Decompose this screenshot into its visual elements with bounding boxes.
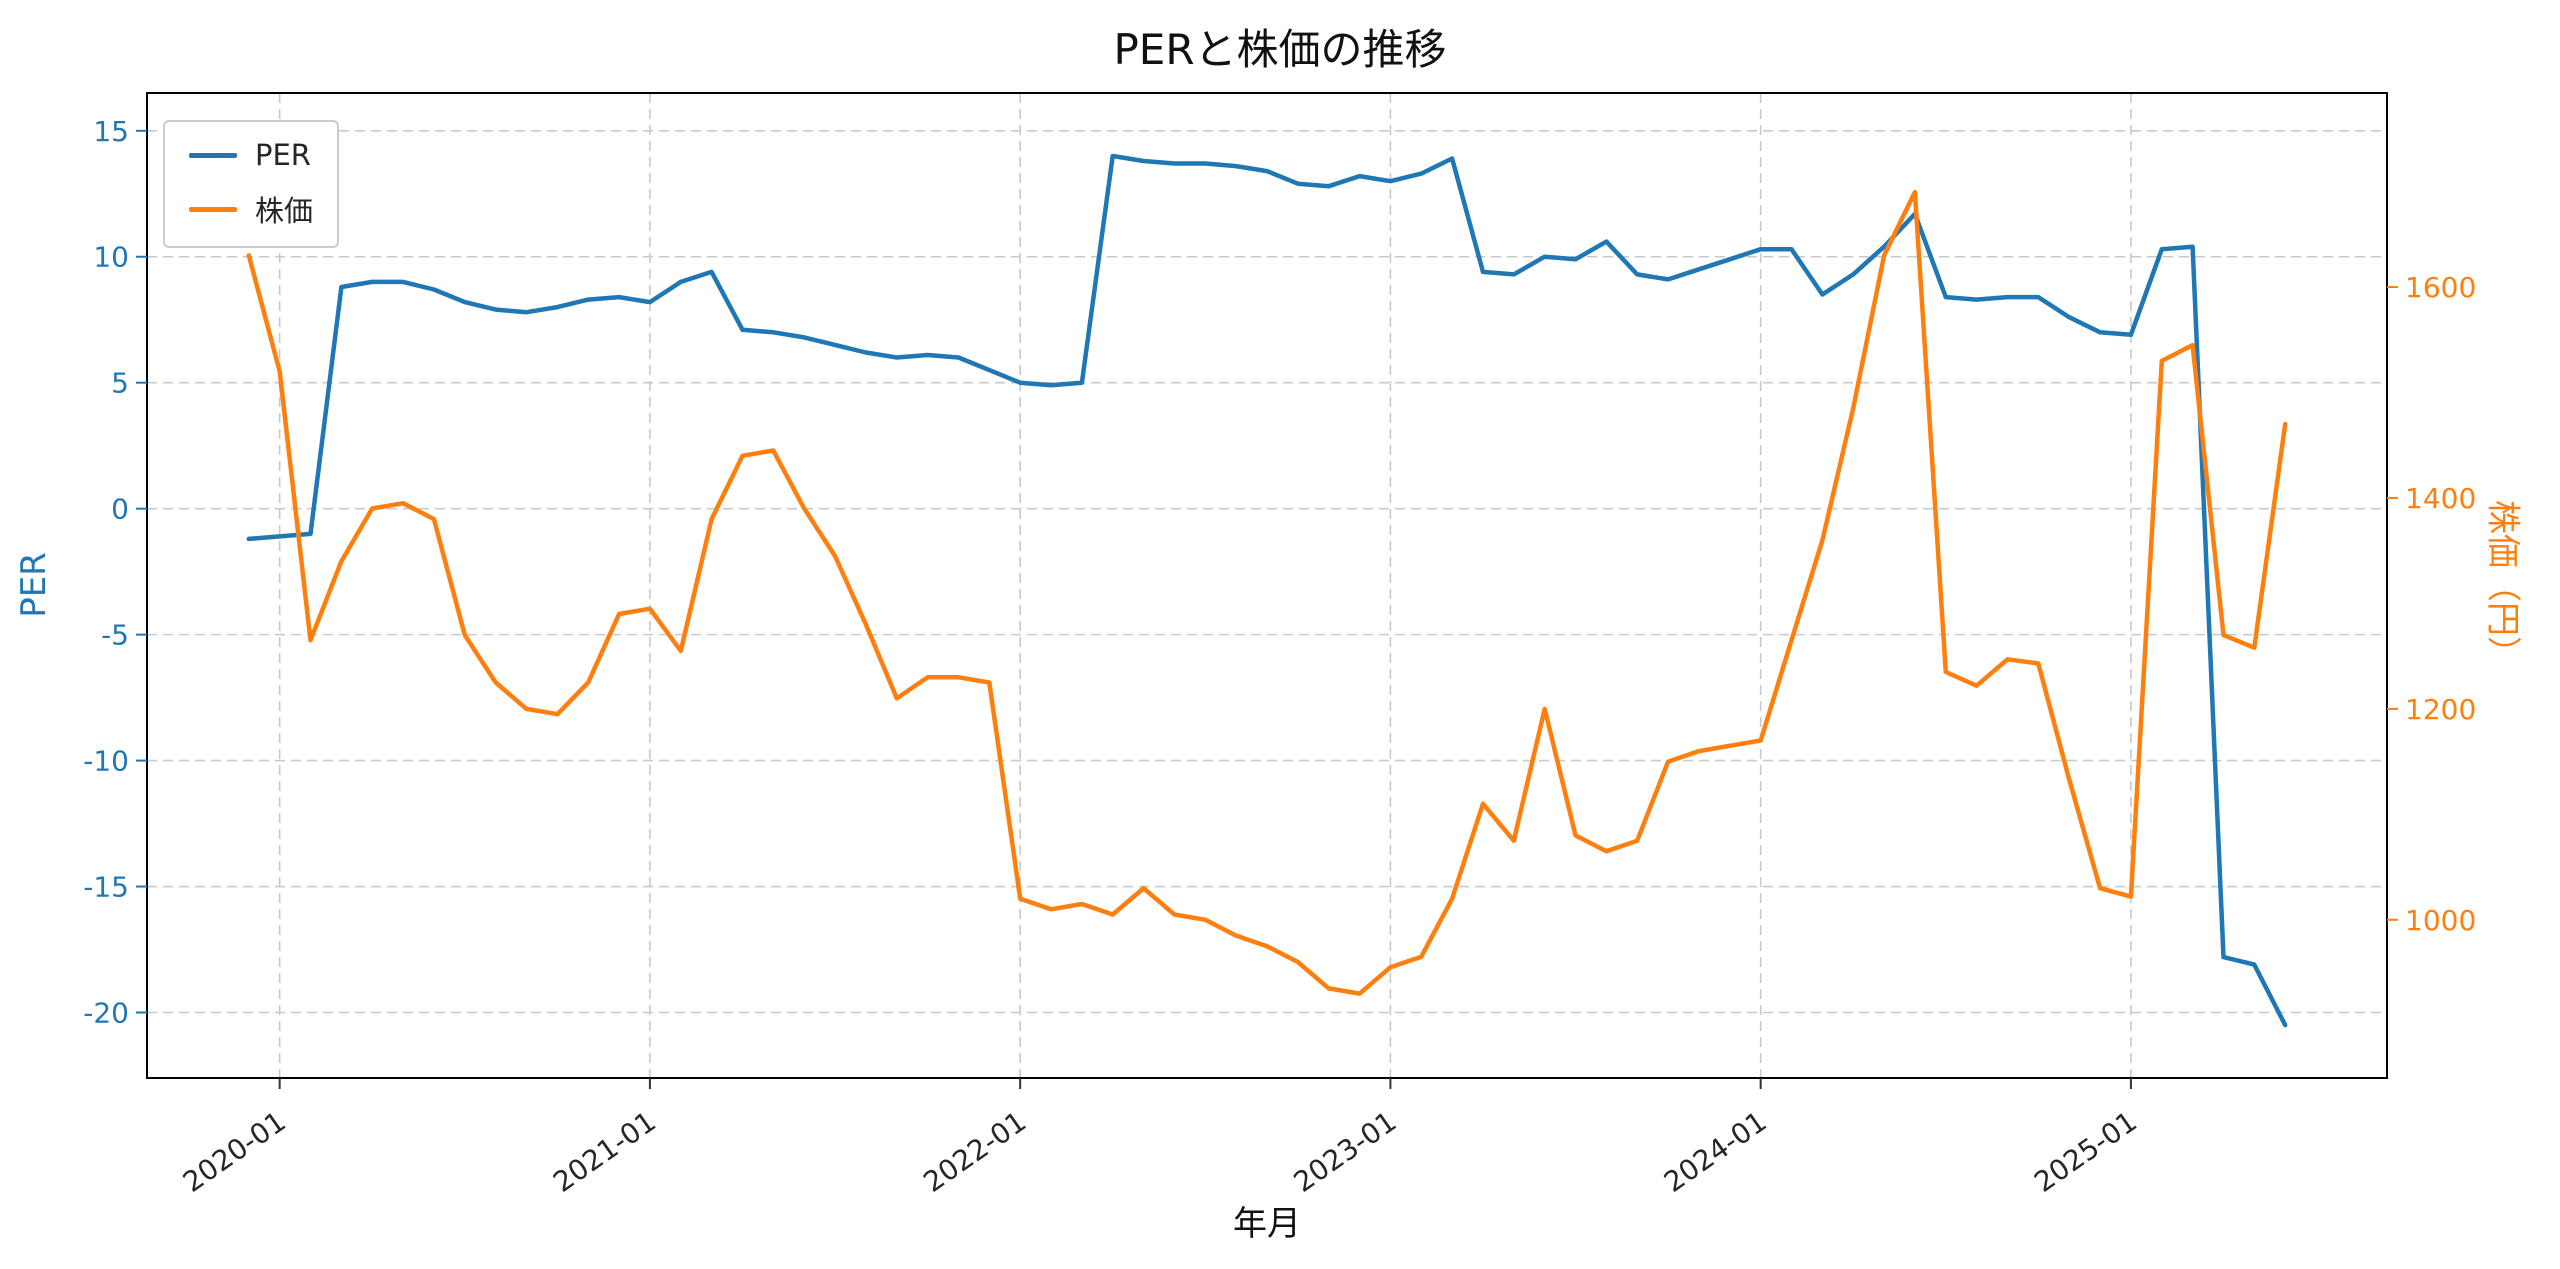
x-tick-label: 2025-01 xyxy=(2028,1105,2143,1199)
legend-label-per: PER xyxy=(255,138,311,172)
y-tick-label-left: 15 xyxy=(93,115,129,148)
x-axis-label: 年月 xyxy=(1233,1204,1301,1244)
x-tick-label: 2022-01 xyxy=(917,1105,1032,1199)
per-line-swatch xyxy=(189,152,237,158)
y-tick-label-right: 1600 xyxy=(2405,271,2476,304)
chart-title: PERと株価の推移 xyxy=(1113,25,1447,74)
kabuka-line-swatch xyxy=(189,206,237,212)
legend: PER 株価 xyxy=(163,120,340,248)
y-tick-label-left: -10 xyxy=(83,745,129,778)
plot-border xyxy=(146,92,2388,1079)
y-tick-label-left: 10 xyxy=(93,241,129,274)
series-line-1 xyxy=(246,189,2288,996)
series-line-0 xyxy=(246,153,2288,1028)
legend-label-kabuka: 株価 xyxy=(255,194,314,228)
y-tick-label-left: 5 xyxy=(111,367,129,400)
y-tick-label-right: 1000 xyxy=(2405,904,2476,937)
legend-item-per: PER xyxy=(189,138,313,172)
y-axis-label-right: 株価（円） xyxy=(2482,500,2523,670)
x-tick-label: 2020-01 xyxy=(177,1105,292,1199)
y-tick-label-left: 0 xyxy=(111,493,129,526)
x-tick-label: 2023-01 xyxy=(1288,1105,1403,1199)
y-tick-label-right: 1400 xyxy=(2405,482,2476,515)
legend-item-kabuka: 株価 xyxy=(189,188,313,230)
x-tick-label: 2024-01 xyxy=(1658,1105,1773,1199)
y-tick-label-left: -15 xyxy=(83,871,129,904)
y-tick-label-left: -5 xyxy=(101,619,129,652)
y-axis-label-left: PER xyxy=(14,552,54,618)
x-tick-label: 2021-01 xyxy=(547,1105,662,1199)
y-tick-label-left: -20 xyxy=(83,997,129,1030)
y-tick-label-right: 1200 xyxy=(2405,693,2476,726)
